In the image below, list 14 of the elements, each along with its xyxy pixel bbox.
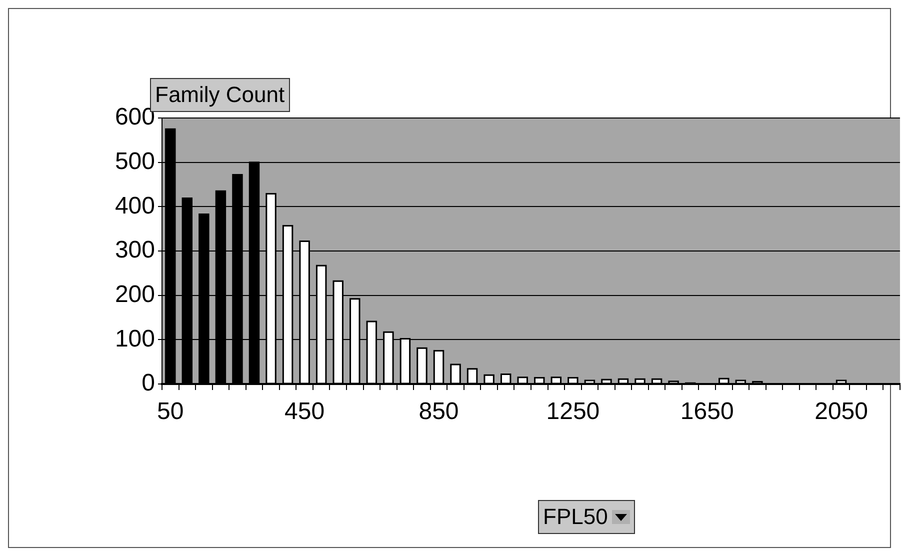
x-tick-label: 2050 [814,398,868,426]
y-tick-label: 100 [114,325,155,352]
chart-title: Family Count [150,78,290,112]
x-tick-label: 1650 [680,398,734,426]
y-tick-label: 200 [114,280,155,308]
y-tick-label: 300 [114,236,155,264]
x-tick-label: 50 [157,398,184,426]
y-tick-label: 500 [114,148,155,175]
y-tick-label: 0 [142,370,155,397]
x-tick-label: 1250 [546,398,600,426]
y-tick-label: 400 [114,192,155,220]
x-tick-label: 450 [284,398,325,426]
x-axis-title: FPL50 [543,503,608,531]
x-tick-label: 850 [418,398,459,426]
